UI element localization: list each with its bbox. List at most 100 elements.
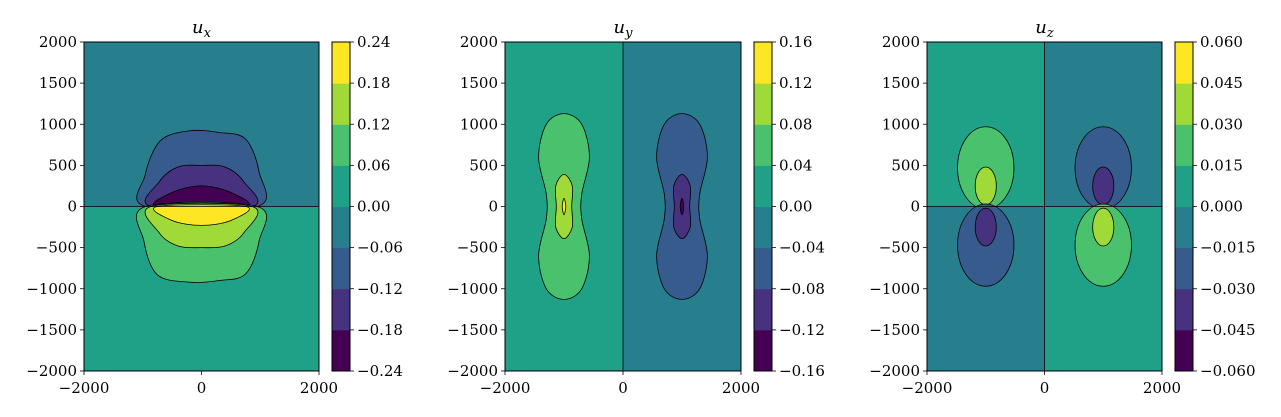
- colorbar-tick-label: −0.04: [779, 239, 825, 257]
- y-tick-label: −500: [879, 239, 920, 257]
- colorbar-band: [1175, 42, 1193, 84]
- colorbar-band: [332, 206, 350, 249]
- colorbar-band: [754, 206, 772, 249]
- y-tick-label: 1000: [460, 115, 498, 133]
- x-tick-label: −2000: [902, 379, 953, 397]
- y-tick-label: −2000: [447, 362, 498, 380]
- colorbar-tick-label: −0.08: [779, 280, 825, 298]
- subplot-title: ux: [192, 17, 212, 41]
- colorbar-band: [1175, 124, 1193, 166]
- y-tick-label: 500: [469, 156, 498, 174]
- y-tick-label: 0: [488, 198, 498, 216]
- colorbar-tick-label: 0.060: [1200, 33, 1243, 51]
- y-tick-label: 1500: [460, 74, 498, 92]
- colorbar-band: [754, 83, 772, 125]
- colorbar-tick-label: 0.030: [1200, 115, 1243, 133]
- y-tick-label: −500: [36, 239, 77, 257]
- colorbar-tick-label: −0.12: [357, 280, 403, 298]
- left-lower-inner: [974, 207, 997, 247]
- colorbar-band: [1175, 206, 1193, 249]
- y-tick-label: −2000: [26, 362, 77, 380]
- colorbar-band: [1175, 247, 1193, 290]
- plot-area: [505, 42, 741, 371]
- y-tick-label: 2000: [882, 33, 920, 51]
- x-tick-label: −2000: [480, 379, 531, 397]
- y-tick-label: 1000: [882, 115, 920, 133]
- title-base: u: [1035, 17, 1047, 38]
- colorbar-band: [1175, 83, 1193, 125]
- title-base: u: [192, 17, 204, 38]
- colorbar-tick-label: −0.16: [779, 362, 825, 380]
- colorbar-tick-label: 0.16: [779, 33, 812, 51]
- colorbar-tick-label: −0.06: [357, 239, 403, 257]
- colorbar-tick-label: 0.00: [779, 198, 812, 216]
- colorbar-band: [332, 124, 350, 166]
- subplot-2: 2000 1500 1000 500 0 −500 −1000 −1500 −2000−2000…: [447, 17, 825, 397]
- colorbar-tick-label: 0.000: [1200, 198, 1243, 216]
- colorbar-tick-label: 0.06: [357, 156, 390, 174]
- y-tick-label: −1000: [26, 280, 77, 298]
- colorbar: 0.060 0.045 0.030 0.015 0.000 −0.015 −0.030 −0.…: [1174, 33, 1256, 380]
- y-tick-label: 1000: [39, 115, 77, 133]
- y-tick-label: 0: [910, 198, 920, 216]
- colorbar-band: [754, 247, 772, 290]
- y-tick-label: −2000: [869, 362, 920, 380]
- x-tick-label: 2000: [1143, 379, 1181, 397]
- x-tick-label: 0: [618, 379, 628, 397]
- colorbar-tick-label: 0.24: [357, 33, 390, 51]
- colorbar-tick-label: −0.015: [1200, 239, 1256, 257]
- y-tick-label: 0: [67, 198, 77, 216]
- y-tick-label: 500: [48, 156, 77, 174]
- colorbar-tick-label: 0.12: [357, 115, 390, 133]
- colorbar-band: [754, 288, 772, 331]
- subplot-title: uz: [1035, 17, 1054, 41]
- colorbar-band: [1175, 165, 1193, 207]
- x-tick-label: 0: [197, 379, 207, 397]
- colorbar: 0.16 0.12 0.08 0.04 0.00 −0.04 −0.08 −0.12 −0.16: [753, 33, 825, 380]
- left-inner-lobe: [561, 197, 567, 216]
- right-inner-lobe: [679, 197, 685, 216]
- title-subscript: x: [204, 26, 212, 41]
- colorbar-tick-label: 0.045: [1200, 74, 1243, 92]
- title-subscript: y: [624, 26, 633, 41]
- y-tick-label: 1500: [39, 74, 77, 92]
- y-tick-label: −1500: [447, 321, 498, 339]
- colorbar: 0.24 0.18 0.12 0.06 0.00 −0.06 −0.12 −0.18 −0.24: [331, 33, 403, 380]
- plot-area: [84, 42, 319, 371]
- subplot-3: 2000 1500 1000 500 0 −500 −1000 −1500 −2000−2000…: [869, 17, 1255, 397]
- title-subscript: z: [1046, 26, 1054, 41]
- colorbar-band: [754, 124, 772, 166]
- x-tick-label: −2000: [59, 379, 110, 397]
- right-upper-inner: [1092, 166, 1115, 206]
- colorbar-tick-label: 0.00: [357, 198, 390, 216]
- y-tick-label: 2000: [39, 33, 77, 51]
- colorbar-tick-label: 0.08: [779, 115, 812, 133]
- colorbar-band: [754, 42, 772, 84]
- x-tick-label: 0: [1040, 379, 1050, 397]
- colorbar-band: [332, 247, 350, 290]
- colorbar-tick-label: 0.015: [1200, 156, 1243, 174]
- plot-area: [927, 42, 1162, 371]
- title-base: u: [614, 17, 626, 38]
- colorbar-tick-label: 0.12: [779, 74, 812, 92]
- colorbar-band: [332, 329, 350, 372]
- y-tick-label: −500: [457, 239, 498, 257]
- y-tick-label: −1500: [869, 321, 920, 339]
- colorbar-tick-label: 0.04: [779, 156, 812, 174]
- y-tick-label: 500: [891, 156, 920, 174]
- colorbar-tick-label: −0.18: [357, 321, 403, 339]
- y-tick-label: 1500: [882, 74, 920, 92]
- colorbar-band: [1175, 288, 1193, 331]
- right-lower-inner: [1092, 207, 1115, 247]
- colorbar-band: [332, 83, 350, 125]
- colorbar-tick-label: −0.045: [1200, 321, 1256, 339]
- colorbar-band: [332, 42, 350, 84]
- colorbar-tick-label: −0.030: [1200, 280, 1256, 298]
- colorbar-tick-label: −0.12: [779, 321, 825, 339]
- colorbar-tick-label: 0.18: [357, 74, 390, 92]
- lower-lobe-inner: [153, 204, 250, 226]
- colorbar-band: [754, 165, 772, 207]
- colorbar-band: [754, 329, 772, 372]
- x-tick-label: 2000: [722, 379, 760, 397]
